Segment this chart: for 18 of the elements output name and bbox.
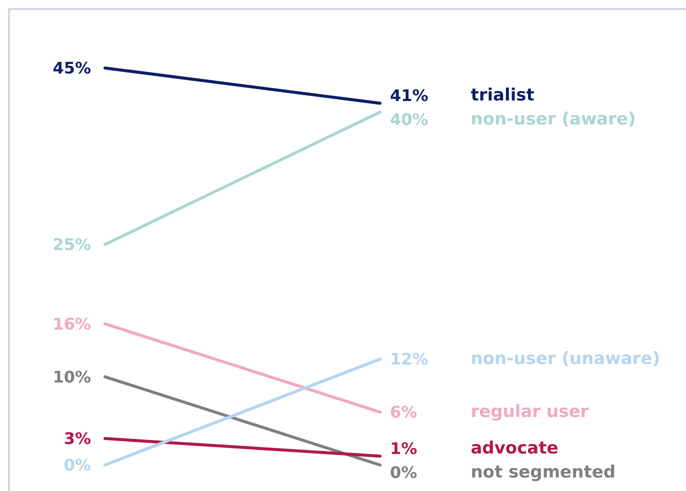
data-label: 0%: [64, 456, 91, 474]
text: non-user (aware): [470, 110, 636, 130]
text: non-user (unaware): [470, 349, 660, 370]
data-label: 12%: [390, 350, 428, 369]
data-label: 0%: [390, 463, 418, 482]
text: trialist: [470, 86, 534, 106]
data-label: 6%: [390, 402, 418, 422]
data-label: 41%: [390, 86, 428, 106]
text: advocate: [470, 438, 558, 459]
data-label: 25%: [52, 234, 91, 254]
text: not segmented: [470, 462, 616, 483]
data-label: 16%: [52, 314, 91, 334]
text: regular user: [470, 402, 590, 422]
data-label: 1%: [390, 439, 418, 458]
data-label: 10%: [52, 367, 91, 386]
data-label: 45%: [52, 58, 91, 78]
data-label: 3%: [64, 429, 91, 448]
data-label: 40%: [390, 110, 428, 130]
